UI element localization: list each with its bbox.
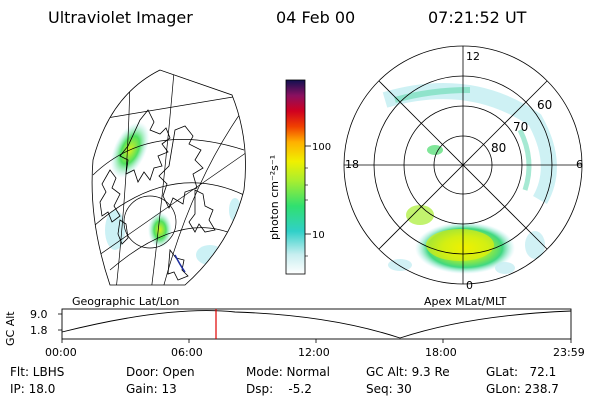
mlt-label-6: 6 — [576, 158, 583, 171]
timeline-ytick-1-8: 1.8 — [30, 324, 48, 337]
timeline-xtick-1200: 12:00 — [298, 346, 330, 359]
time-label: 07:21:52 UT — [428, 8, 527, 27]
status-glon: GLon: 238.7 — [486, 382, 559, 396]
timeline-xtick-2359: 23:59 — [553, 346, 585, 359]
mlat-label-70: 70 — [513, 120, 528, 134]
geographic-map — [91, 69, 246, 286]
timeline-xtick-0000: 00:00 — [45, 346, 77, 359]
status-gc-alt: GC Alt: 9.3 Re — [366, 365, 450, 379]
color-bar: 100 10 photon cm⁻²s⁻¹ — [268, 79, 331, 275]
status-glat: GLat: 72.1 — [486, 365, 557, 379]
timeline-xtick-1800: 18:00 — [425, 346, 457, 359]
mlat-label-60: 60 — [537, 98, 552, 112]
status-dsp: Dsp: -5.2 — [246, 382, 312, 396]
status-flt: Flt: LBHS — [10, 365, 65, 379]
status-seq: Seq: 30 — [366, 382, 412, 396]
date-label: 04 Feb 00 — [276, 8, 356, 27]
apex-panel-label: Apex MLat/MLT — [424, 295, 507, 308]
colorbar-unit-label: photon cm⁻²s⁻¹ — [268, 155, 281, 240]
geographic-panel-label: Geographic Lat/Lon — [72, 295, 179, 308]
status-ip: IP: 18.0 — [10, 382, 56, 396]
mlt-label-0: 0 — [466, 279, 473, 292]
instrument-title: Ultraviolet Imager — [48, 8, 193, 27]
timeline-xtick-0600: 06:00 — [171, 346, 203, 359]
colorbar-tick-100: 100 — [312, 142, 331, 153]
mlt-label-12: 12 — [466, 50, 480, 63]
timeline-ytick-9: 9.0 — [30, 308, 48, 321]
polar-plot: 12 18 6 0 60 70 80 — [343, 45, 583, 292]
status-door: Door: Open — [126, 365, 195, 379]
timeline-ylabel: GC Alt — [4, 311, 17, 346]
status-gain: Gain: 13 — [126, 382, 177, 396]
status-mode: Mode: Normal — [246, 365, 330, 379]
mlat-label-80: 80 — [491, 141, 506, 155]
altitude-timeline: GC Alt 9.0 1.8 00:00 06:00 12:00 18:00 2… — [4, 308, 585, 359]
mlt-label-18: 18 — [345, 158, 359, 171]
colorbar-tick-10: 10 — [312, 230, 325, 241]
